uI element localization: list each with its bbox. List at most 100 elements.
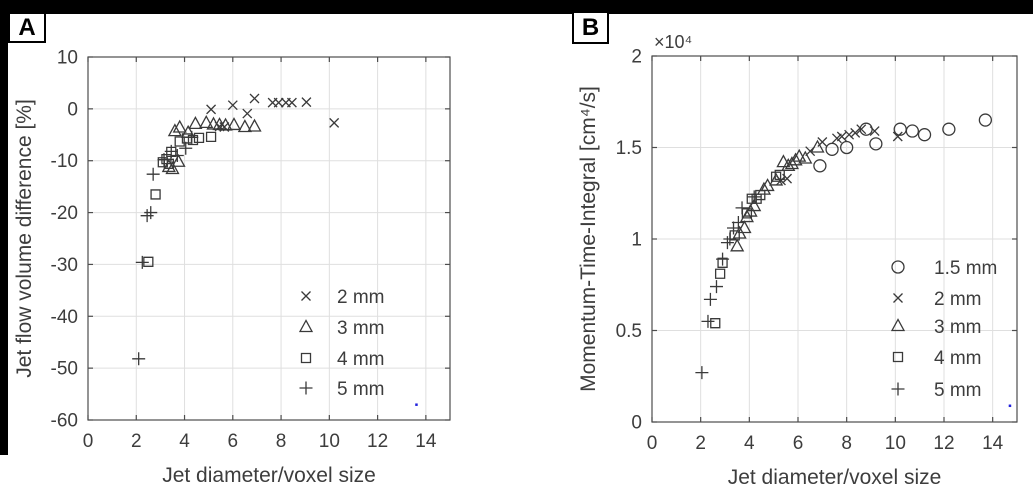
- data-point-triangle: [188, 116, 203, 130]
- data-point-plus: [709, 280, 723, 294]
- panel-a: A 0 2 4 6 8 10 12 14 10 0 -10 -20 -30 -40 -50 -60 Jet di…: [0, 0, 516, 498]
- data-point-triangle: [810, 139, 825, 153]
- legend-label: 2 mm: [337, 287, 385, 308]
- data-point-plus: [716, 252, 730, 266]
- legend-label: 5 mm: [337, 379, 385, 400]
- data-point-x: [869, 126, 880, 136]
- y-tick-label: 1.5: [616, 138, 642, 159]
- y-tick-label: 2: [631, 47, 642, 68]
- data-point-triangle: [747, 198, 762, 212]
- panel-b-badge: B: [572, 11, 609, 44]
- data-point-triangle: [737, 220, 752, 234]
- data-point-square: [150, 189, 161, 200]
- data-point-plus: [720, 236, 734, 250]
- legend-label: 4 mm: [934, 348, 982, 369]
- stray-blue-dot: [415, 403, 418, 406]
- data-point-plus: [703, 292, 717, 306]
- data-point-x: [329, 117, 340, 128]
- data-point-circle: [813, 159, 827, 173]
- tick-marks: [651, 55, 1017, 423]
- data-point-circle: [917, 128, 932, 142]
- y-tick-label: -40: [51, 307, 78, 328]
- legend-marker-triangle: [298, 319, 314, 333]
- data-point-x: [286, 97, 297, 108]
- panel-a-badge: A: [8, 12, 46, 43]
- data-point-triangle: [167, 123, 182, 137]
- scatter-plot-jet-flow-volume-difference: 0 2 4 6 8 10 12 14 10 0 -10 -20 -30 -40 -50 -60 Jet diam…: [13, 48, 451, 487]
- data-point-square: [174, 136, 185, 147]
- x-tick-label: 2: [695, 433, 706, 454]
- series-4mm: [710, 169, 785, 329]
- x-tick-label: 6: [793, 433, 804, 454]
- data-point-x: [301, 97, 312, 108]
- data-point-x: [850, 127, 861, 138]
- data-point-plus: [146, 167, 160, 181]
- data-point-square: [741, 208, 753, 219]
- data-point-square: [143, 256, 154, 267]
- data-point-triangle: [788, 152, 803, 166]
- data-point-plus: [144, 206, 158, 220]
- data-point-x: [273, 97, 284, 108]
- x-tick-label: 14: [415, 431, 437, 452]
- y-axis-label: Momentum-Time-Integral [cm⁴/s]: [577, 86, 600, 392]
- data-point-triangle: [226, 117, 242, 131]
- series-5mm: [695, 190, 761, 380]
- data-point-square: [166, 146, 177, 158]
- data-point-plus: [701, 314, 715, 328]
- data-point-triangle: [784, 156, 800, 170]
- legend-marker-square: [892, 351, 904, 363]
- data-point-square: [717, 257, 728, 268]
- y-tick-label: 0.5: [616, 321, 642, 342]
- data-point-triangle: [172, 119, 187, 133]
- data-point-circle: [942, 122, 956, 136]
- data-point-circle: [869, 137, 883, 151]
- panel-b: B 0 2 4 6 8 10 12 14 2 1.5 1 0.5 0 ×10⁴ Jet diameter/v…: [516, 0, 1033, 498]
- data-point-plus: [170, 149, 184, 163]
- legend-marker-triangle: [890, 318, 906, 332]
- data-point-triangle: [171, 153, 186, 167]
- scatter-plot-momentum-time-integral: 0 2 4 6 8 10 12 14 2 1.5 1 0.5 0 ×10⁴ Jet diameter/vox…: [577, 32, 1018, 489]
- data-point-square: [774, 169, 785, 181]
- y-tick-label: -50: [51, 359, 78, 380]
- legend: 2 mm 3 mm 4 mm 5 mm: [298, 287, 385, 400]
- data-point-triangle: [798, 150, 813, 164]
- data-point-plus: [185, 130, 199, 144]
- data-point-circle: [825, 142, 839, 156]
- legend-marker-x: [301, 291, 311, 301]
- data-point-x: [892, 131, 903, 142]
- x-axis-label: Jet diameter/voxel size: [162, 464, 376, 487]
- axis-box: [87, 56, 451, 421]
- data-point-x: [227, 100, 238, 111]
- x-tick-label: 2: [131, 431, 142, 452]
- y-axis-label: Jet flow volume difference [%]: [13, 99, 36, 378]
- legend-label: 2 mm: [934, 289, 982, 310]
- legend: 1.5 mm 2 mm 3 mm 4 mm 5 mm: [890, 258, 997, 401]
- stray-blue-dot: [1008, 404, 1012, 408]
- data-point-triangle: [218, 117, 233, 131]
- data-point-plus: [157, 153, 171, 167]
- y-tick-label: 0: [67, 99, 78, 120]
- legend-marker-x: [893, 293, 903, 303]
- y-tick-label: -60: [51, 411, 78, 432]
- y-tick-label: 0: [631, 413, 642, 434]
- legend-label: 4 mm: [337, 349, 385, 370]
- data-point-circle: [978, 113, 993, 127]
- data-point-square: [161, 154, 172, 165]
- x-tick-label: 12: [933, 433, 954, 454]
- data-point-plus: [735, 201, 749, 215]
- legend-label: 1.5 mm: [934, 258, 997, 279]
- data-point-x: [836, 131, 847, 142]
- data-point-plus: [135, 255, 149, 269]
- data-point-plus: [747, 190, 761, 204]
- data-point-plus: [695, 366, 709, 380]
- data-point-triangle: [161, 159, 176, 173]
- black-frame-left: [0, 0, 8, 455]
- x-tick-label: 0: [647, 433, 658, 454]
- legend-marker-circle: [891, 260, 905, 274]
- series-2mm: [776, 124, 903, 186]
- data-point-circle: [840, 140, 854, 155]
- data-point-triangle: [776, 154, 791, 168]
- x-tick-label: 4: [179, 431, 190, 452]
- legend-label: 5 mm: [934, 380, 982, 401]
